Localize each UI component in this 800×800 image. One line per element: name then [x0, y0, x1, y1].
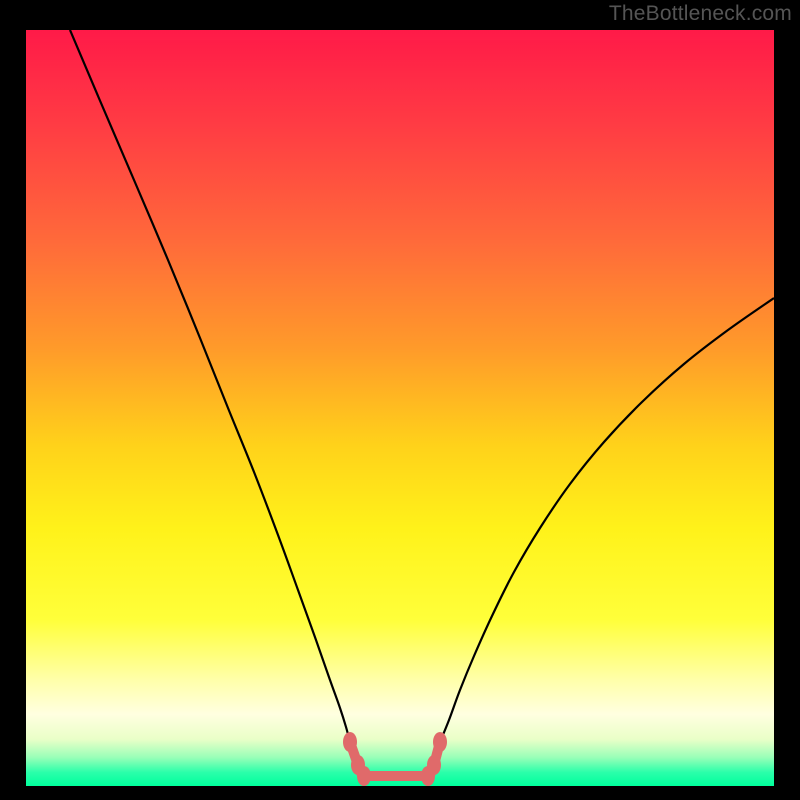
- floor-node: [433, 732, 447, 752]
- floor-node: [343, 732, 357, 752]
- watermark-text: TheBottleneck.com: [609, 0, 800, 26]
- floor-node: [357, 766, 371, 786]
- plot-background: [26, 30, 774, 786]
- chart-frame: TheBottleneck.com: [0, 0, 800, 800]
- floor-node: [427, 755, 441, 775]
- chart-svg: [0, 0, 800, 800]
